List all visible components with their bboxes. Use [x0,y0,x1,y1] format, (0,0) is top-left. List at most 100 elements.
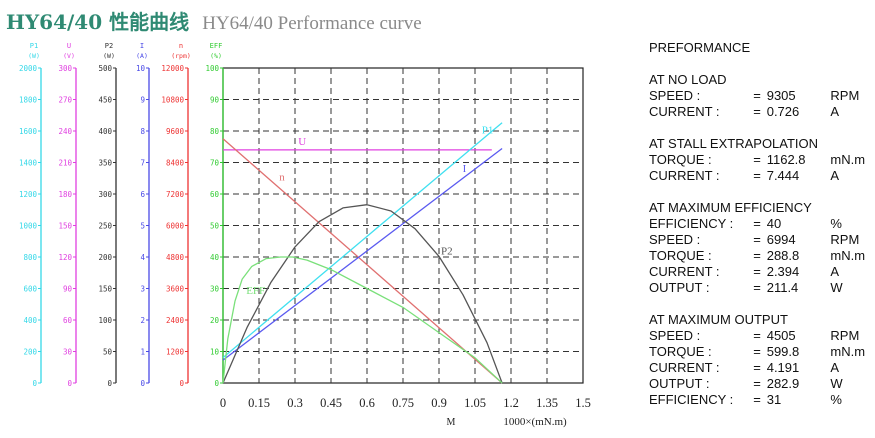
y-tick-label: 1600 [19,127,38,136]
spec-unit: A [830,264,840,279]
y-tick-label: 70 [210,159,220,168]
spec-val: 4.191 [766,360,800,375]
y-tick-label: 3 [140,285,145,294]
y-axis-unit-eff: (%) [210,52,222,60]
y-tick-label: 300 [58,64,72,73]
spec-label: TORQUE : [649,248,712,263]
spec-val: 7.444 [766,168,800,183]
y-tick-label: 0 [214,379,219,388]
series-line-p1 [222,122,503,359]
y-tick-label: 1 [140,348,145,357]
spec-section-title: AT STALL EXTRAPOLATION [649,136,819,151]
y-tick-label: 4 [140,253,145,262]
y-tick-label: 30 [210,285,220,294]
spec-eq: = [753,328,761,343]
y-tick-label: 2 [140,316,145,325]
spec-row: CURRENT : = 2.394 A [649,264,869,280]
spec-unit: RPM [830,232,860,247]
y-tick-label: 100 [98,316,112,325]
y-axis-label-p1: P1 [30,42,38,50]
y-axis-unit-u: (V) [63,52,75,60]
y-tick-label: 6 [140,190,145,199]
y-tick-label: 210 [58,159,72,168]
y-tick-label: 180 [58,190,72,199]
curve-label-n: n [279,172,285,184]
performance-chart: 0 0.15 0.3 0.45 0.6 0.75 0.9 1.05 1.2 1.35 1.5M 100… [19,42,591,428]
spec-eq: = [753,232,761,247]
curve-label-p1: P1 [482,124,494,136]
spec-val: 282.9 [766,376,800,391]
y-tick-label: 270 [58,96,72,105]
title-chinese: HY64/40 性能曲线 [6,10,190,34]
series-line-p2 [222,204,503,384]
y-tick-label: 1200 [19,190,38,199]
series-line-i [222,147,503,361]
y-tick-label: 50 [210,222,220,231]
y-tick-label: 80 [210,127,220,136]
y-tick-label: 10800 [161,96,184,105]
spec-row: EFFICIENCY : = 40% [649,216,869,232]
y-tick-label: 40 [210,253,220,262]
x-axis-unit-label: 1000×(mN.m) [503,416,567,428]
y-axis-label-u: U [67,42,71,50]
y-tick-label: 10 [136,64,146,73]
spec-row: CURRENT : = 0.726 A [649,104,869,120]
performance-spec-panel: PREFORMANCE AT NO LOAD SPEED : = 9305 RPM CUR… [649,40,869,424]
spec-eq: = [753,168,761,183]
y-tick-label: 0 [107,379,112,388]
x-tick-label: 0.6 [359,396,375,410]
y-tick-label: 50 [103,348,113,357]
spec-label: EFFICIENCY : [649,392,734,407]
y-tick-label: 150 [98,285,112,294]
spec-label: CURRENT : [649,264,720,279]
spec-row: EFFICIENCY : = 31% [649,392,869,408]
y-tick-label: 600 [23,285,37,294]
y-tick-label: 60 [63,316,73,325]
spec-unit: A [830,104,840,119]
y-tick-label: 300 [98,190,112,199]
spec-section: AT NO LOAD SPEED : = 9305 RPM CURRENT : = 0.726… [649,72,869,120]
y-tick-label: 4800 [166,253,185,262]
y-tick-label: 250 [98,222,112,231]
title-english: HY64/40 Performance curve [202,13,422,34]
y-axis-unit-p2: (W) [103,52,115,60]
spec-val: 9305 [766,88,796,103]
spec-label: OUTPUT : [649,376,710,391]
y-tick-label: 10 [210,348,220,357]
y-tick-label: 20 [210,316,220,325]
y-tick-label: 9600 [166,127,185,136]
spec-eq: = [753,104,761,119]
spec-row: OUTPUT : = 211.4 W [649,280,869,296]
spec-eq: = [753,376,761,391]
y-tick-label: 7200 [166,190,185,199]
y-tick-label: 2000 [19,64,38,73]
spec-eq: = [753,152,761,167]
series-line-n [222,138,503,384]
curve-label-i: I [463,163,467,175]
spec-eq: = [753,248,761,263]
spec-val: 211.4 [766,280,799,295]
spec-row: TORQUE : = 599.8 mN.m [649,344,869,360]
spec-section: AT MAXIMUM EFFICIENCY EFFICIENCY : = 40% SPE… [649,200,869,296]
spec-heading: PREFORMANCE [649,40,751,55]
spec-unit: A [830,168,840,183]
x-axis-label: M [447,417,456,428]
spec-eq: = [753,280,761,295]
y-axis-unit-p1: (W) [28,52,40,60]
spec-row: CURRENT : = 7.444 A [649,168,869,184]
curve-label-p2: P2 [441,245,453,257]
x-tick-label: 0 [220,396,226,410]
x-tick-label: 0.75 [392,396,414,410]
spec-label: CURRENT : [649,168,720,183]
y-axis-label-p2: P2 [105,42,113,50]
y-tick-label: 90 [210,96,220,105]
y-tick-label: 100 [205,64,219,73]
spec-val: 4505 [766,328,796,343]
spec-label: SPEED : [649,88,701,103]
spec-unit: % [830,392,842,407]
y-tick-label: 8400 [166,159,185,168]
spec-section-title: AT MAXIMUM EFFICIENCY [649,200,812,215]
spec-row: TORQUE : = 1162.8 mN.m [649,152,869,168]
spec-row: TORQUE : = 288.8 mN.m [649,248,869,264]
x-tick-label: 1.5 [575,396,591,410]
